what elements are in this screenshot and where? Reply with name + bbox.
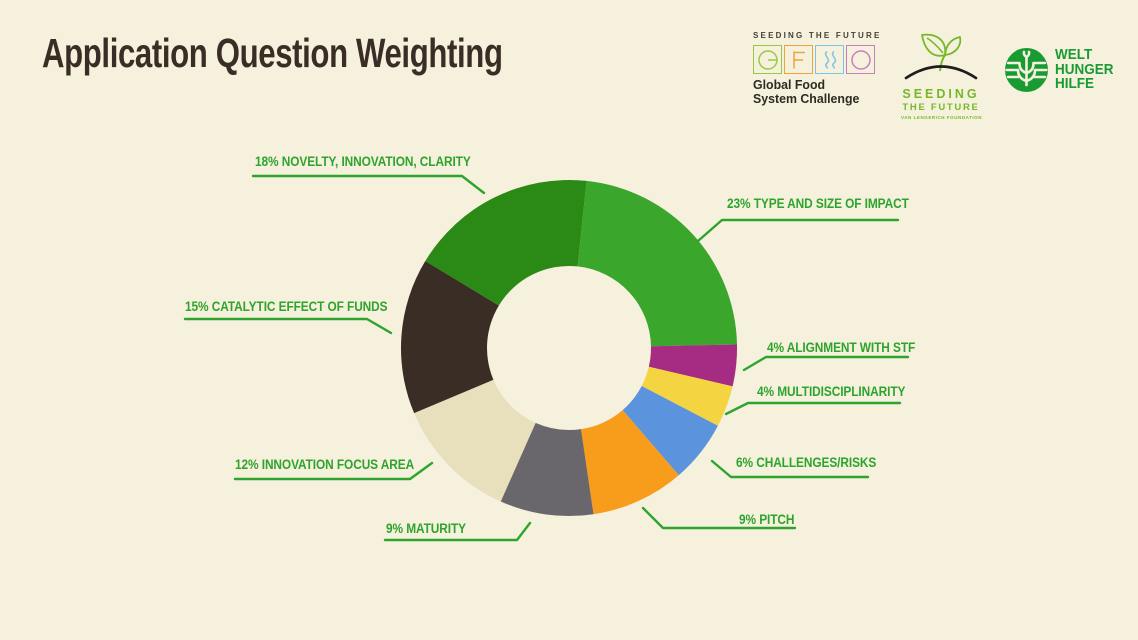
gfsc-name-line2: System Challenge	[753, 91, 860, 106]
leader-line-innovation-focus-area	[233, 461, 434, 481]
whh-line1: WELT	[1055, 47, 1093, 64]
donut-segment-innovation-focus-area	[414, 379, 536, 502]
chart-label-challenges-risks: 6% CHALLENGES/RISKS	[736, 455, 877, 470]
sprout-icon	[904, 33, 978, 80]
whh-line2: HUNGER	[1055, 61, 1114, 78]
donut-segment-multidisciplinarity	[641, 366, 733, 426]
chart-label-multidisciplinarity: 4% MULTIDISCIPLINARITY	[757, 384, 906, 399]
donut-segment-alignment-with-stf	[648, 344, 738, 387]
chart-label-alignment-with-stf: 4% ALIGNMENT WITH STF	[767, 340, 916, 355]
stf-line3: VAN LENGERICH FOUNDATION	[901, 114, 983, 120]
leader-line-challenges-risks	[710, 459, 870, 479]
gfsc-letter-c-icon	[846, 45, 875, 74]
leader-line-pitch	[641, 506, 797, 530]
donut-segment-novelty-innovation-clarity	[425, 179, 587, 306]
whh-line3: HILFE	[1055, 76, 1094, 93]
leader-line-alignment-with-stf	[742, 355, 910, 372]
stf-line1: SEEDING	[902, 87, 980, 101]
chart-label-maturity: 9% MATURITY	[386, 521, 466, 536]
page-title: Application Question Weighting	[42, 30, 503, 76]
chart-label-novelty-innovation-clarity: 18% NOVELTY, INNOVATION, CLARITY	[255, 154, 471, 169]
leader-line-type-and-size-of-impact	[696, 218, 900, 243]
donut-segment-type-and-size-of-impact	[577, 180, 737, 347]
gfsc-name-line1: Global Food	[753, 77, 826, 92]
leader-line-multidisciplinarity	[724, 401, 902, 416]
chart-label-pitch: 9% PITCH	[739, 512, 795, 527]
gfsc-letter-f-icon	[784, 45, 813, 74]
donut-segment-challenges-risks	[622, 386, 718, 476]
chart-label-catalytic-effect-of-funds: 15% CATALYTIC EFFECT OF FUNDS	[185, 299, 388, 314]
chart-label-innovation-focus-area: 12% INNOVATION FOCUS AREA	[235, 457, 415, 472]
leader-line-novelty-innovation-clarity	[251, 174, 486, 195]
chart-label-type-and-size-of-impact: 23% TYPE AND SIZE OF IMPACT	[727, 196, 909, 211]
whh-logo: WELT HUNGER HILFE	[1004, 47, 1118, 93]
donut-segment-maturity	[500, 422, 594, 516]
donut-segment-pitch	[581, 410, 679, 515]
whh-wordmark: WELT HUNGER HILFE	[1055, 48, 1118, 92]
gfsc-tagline: SEEDING THE FUTURE	[753, 31, 882, 40]
donut-segment-catalytic-effect-of-funds	[400, 261, 499, 414]
stf-line2: THE FUTURE	[902, 102, 980, 113]
leader-line-maturity	[383, 521, 532, 542]
leader-line-catalytic-effect-of-funds	[183, 317, 393, 335]
gfsc-letter-s-icon	[815, 45, 844, 74]
gfsc-letter-g-icon	[753, 45, 782, 74]
stf-foundation-logo: SEEDING THE FUTURE VAN LENGERICH FOUNDAT…	[901, 27, 981, 120]
gfsc-letter-boxes	[753, 45, 889, 74]
whh-wheat-icon	[1005, 48, 1048, 92]
gfsc-logo: SEEDING THE FUTURE Global Food System Ch…	[753, 31, 889, 106]
